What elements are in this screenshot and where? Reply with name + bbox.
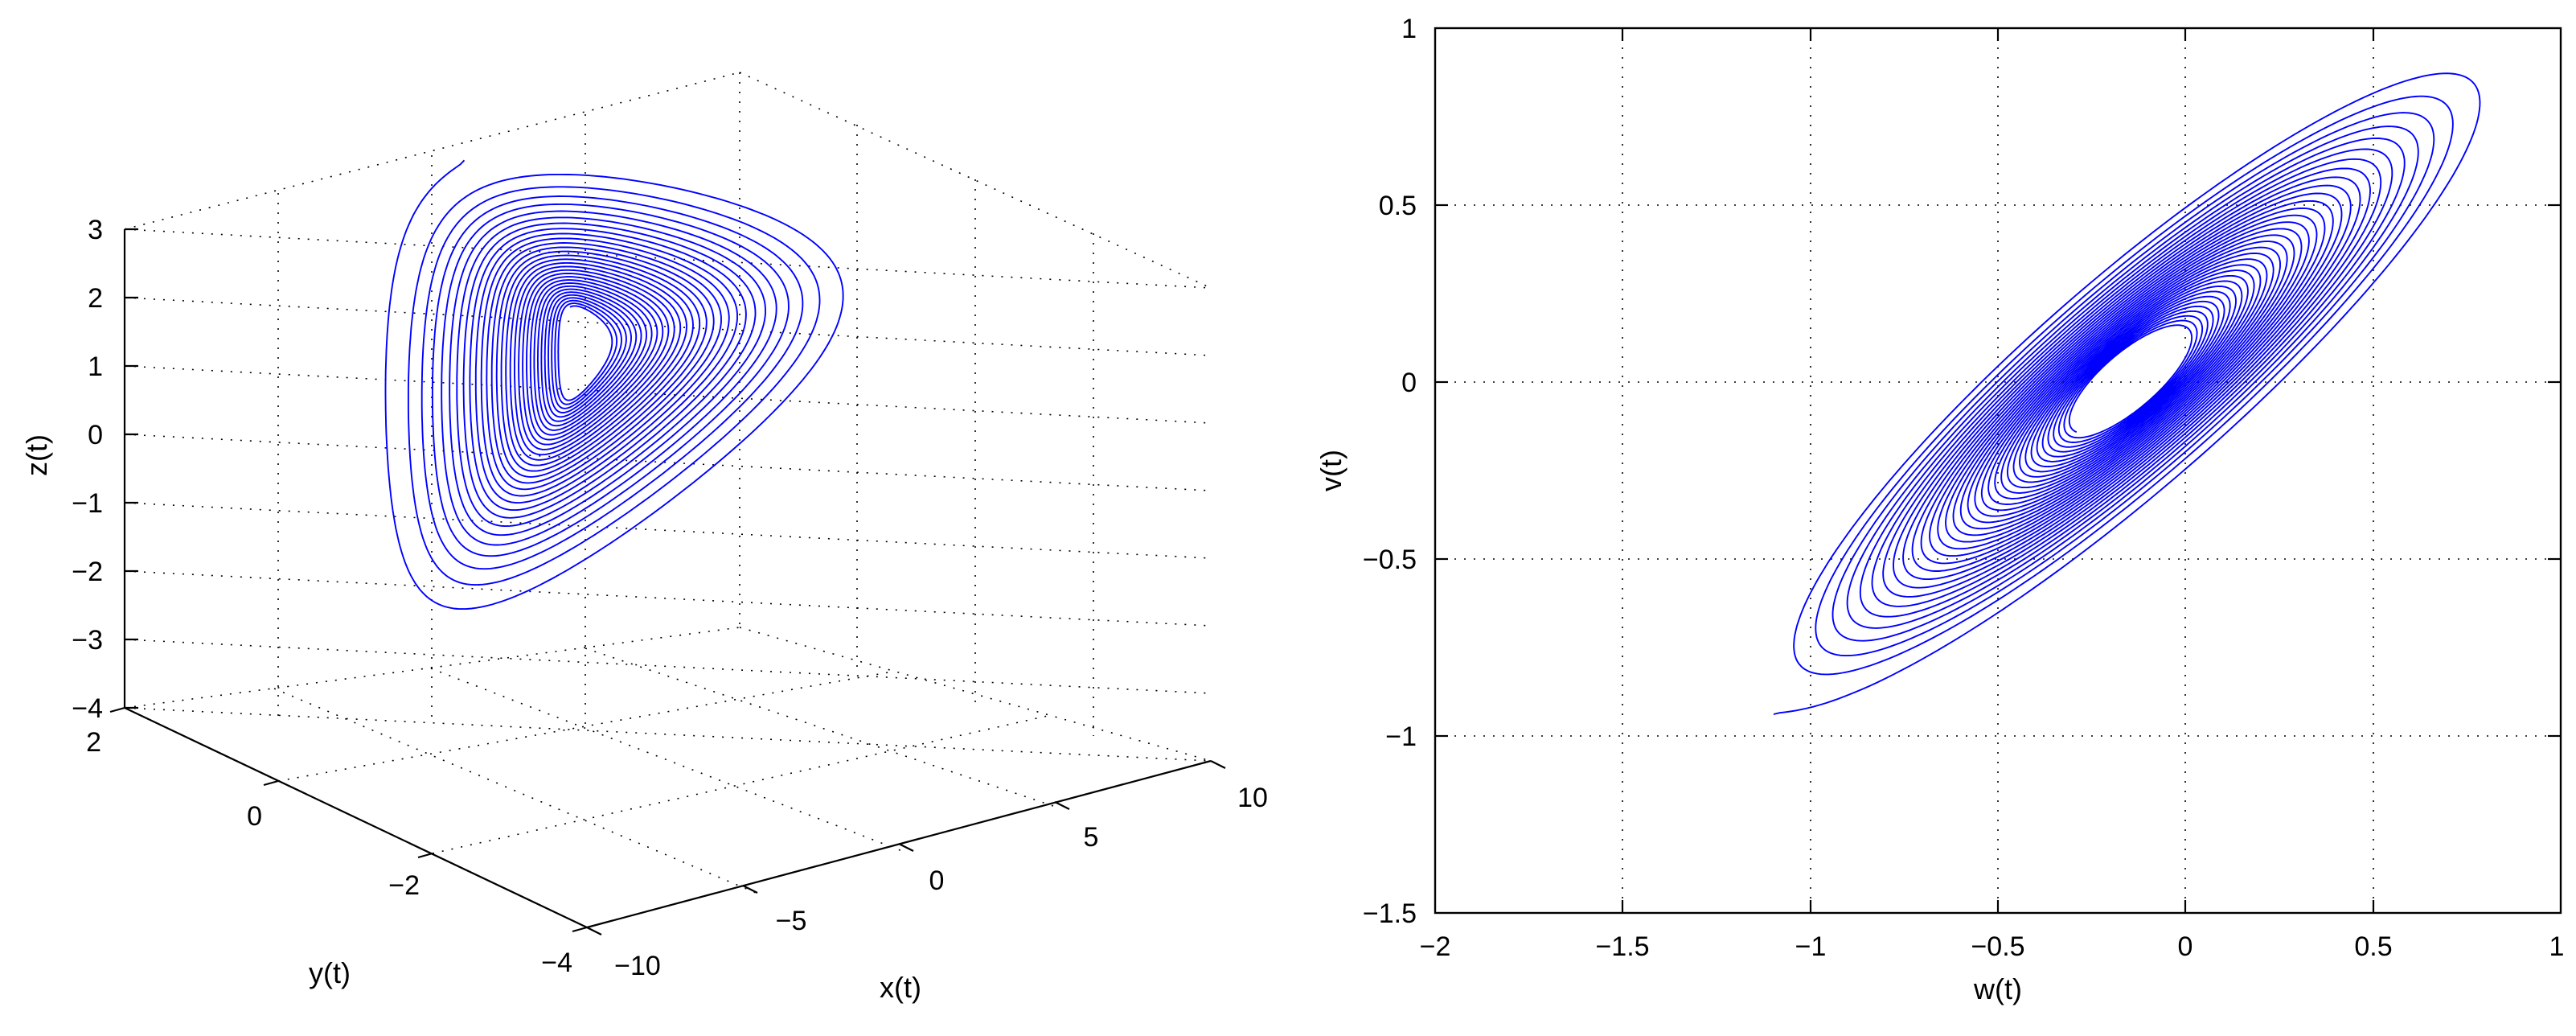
v-tick-label: −1.5 [1363,898,1417,929]
spiral-3d [384,159,844,610]
v-axis-label: v(t) [1315,450,1347,491]
x-tick-label: 5 [1084,822,1099,853]
x-tick-label: 0 [929,865,945,896]
v-tick-label: 0.5 [1379,191,1417,221]
z-tick-label: −3 [72,625,103,656]
y-tick-label: −4 [541,948,572,978]
y-tick-label: 0 [247,801,262,832]
x-tick-labels: −10 −5 0 5 10 [614,783,1268,981]
w-tick-labels: −2 −1.5 −1 −0.5 0 0.5 1 [1420,931,2565,962]
v-tick-label: −1 [1385,722,1417,752]
x-tick-label: 10 [1237,783,1268,813]
trajectory-2d [1773,72,2481,715]
w-tick-label: −0.5 [1971,931,2024,962]
w-tick-label: −2 [1420,931,1451,962]
y-tick-label: −2 [388,870,420,901]
z-tick-label: −1 [72,488,103,519]
z-tick-label: 0 [88,420,103,450]
plot-area [1435,28,2561,913]
chart-2d: −2 −1.5 −1 −0.5 0 0.5 1 −1.5 −1 −0.5 0 0… [1315,14,2564,1005]
w-tick-label: −1 [1795,931,1827,962]
chart-3d: −4 −3 −2 −1 0 1 2 3 −4 −2 0 2 −10 −5 0 5… [20,72,1268,1004]
z-tick-label: 2 [88,283,103,314]
w-tick-label: 1 [2549,931,2565,962]
x-tick-label: −10 [614,951,661,981]
y-axis-label: y(t) [309,956,351,989]
ticks-2d [1435,28,2561,913]
v-tick-labels: −1.5 −1 −0.5 0 0.5 1 [1363,14,1417,929]
spiral-2d [1773,72,2481,715]
w-tick-label: −1.5 [1595,931,1649,962]
w-axis-label: w(t) [1973,972,2022,1005]
axes-3d [109,228,1226,935]
z-tick-label: 3 [88,215,103,245]
y-tick-labels: −4 −2 0 2 [86,727,572,978]
y-tick-label: 2 [86,727,101,758]
z-tick-label: −4 [72,693,103,724]
v-tick-label: 0 [1401,368,1417,398]
v-tick-label: 1 [1401,14,1417,44]
z-tick-labels: −4 −3 −2 −1 0 1 2 3 [72,215,103,724]
trajectory-3d [384,159,844,610]
x-axis-label: x(t) [880,971,921,1004]
z-tick-label: 1 [88,352,103,382]
z-tick-label: −2 [72,557,103,587]
w-tick-label: 0 [2178,931,2193,962]
x-tick-label: −5 [776,906,807,936]
v-tick-label: −0.5 [1363,545,1417,575]
w-tick-label: 0.5 [2354,931,2392,962]
z-axis-label: z(t) [20,434,53,476]
